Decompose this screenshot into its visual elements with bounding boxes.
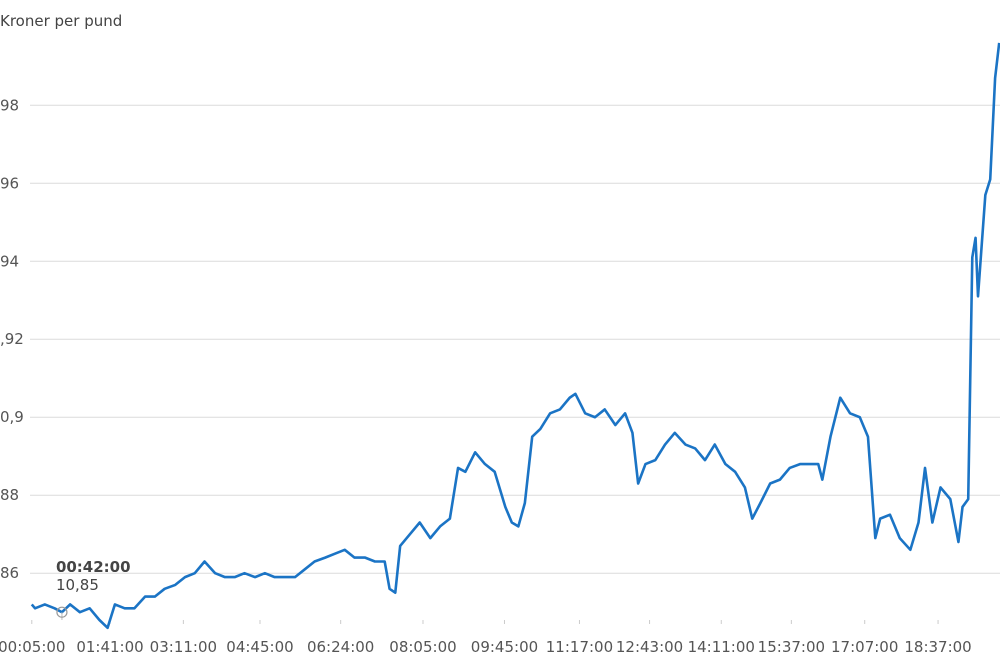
x-tick-label: 00:05:00 (0, 638, 65, 656)
x-tick-label: 18:37:00 (904, 638, 971, 656)
x-tick-label: 15:37:00 (758, 638, 825, 656)
y-axis-label: Kroner per pund (0, 12, 122, 30)
y-tick-label: 0,9 (0, 408, 24, 426)
y-tick-label: 96 (0, 174, 19, 192)
y-tick-label: 94 (0, 252, 19, 270)
x-tick-label: 03:11:00 (150, 638, 217, 656)
x-tick-label: 11:17:00 (546, 638, 613, 656)
data-line (30, 42, 1000, 630)
tooltip-marker (56, 606, 68, 618)
y-tick-label: 86 (0, 564, 19, 582)
x-tick-label: 17:07:00 (831, 638, 898, 656)
x-tick-label: 09:45:00 (471, 638, 538, 656)
x-tick-label: 12:43:00 (616, 638, 683, 656)
x-tick-label: 06:24:00 (307, 638, 374, 656)
tooltip-value: 10,85 (56, 576, 99, 594)
y-tick-label: ,92 (0, 330, 24, 348)
y-tick-label: 98 (0, 96, 19, 114)
tooltip-time: 00:42:00 (56, 558, 131, 576)
y-tick-label: 88 (0, 486, 19, 504)
x-tick-label: 01:41:00 (76, 638, 143, 656)
x-tick-label: 08:05:00 (389, 638, 456, 656)
x-tick-label: 14:11:00 (688, 638, 755, 656)
x-tick-label: 04:45:00 (226, 638, 293, 656)
